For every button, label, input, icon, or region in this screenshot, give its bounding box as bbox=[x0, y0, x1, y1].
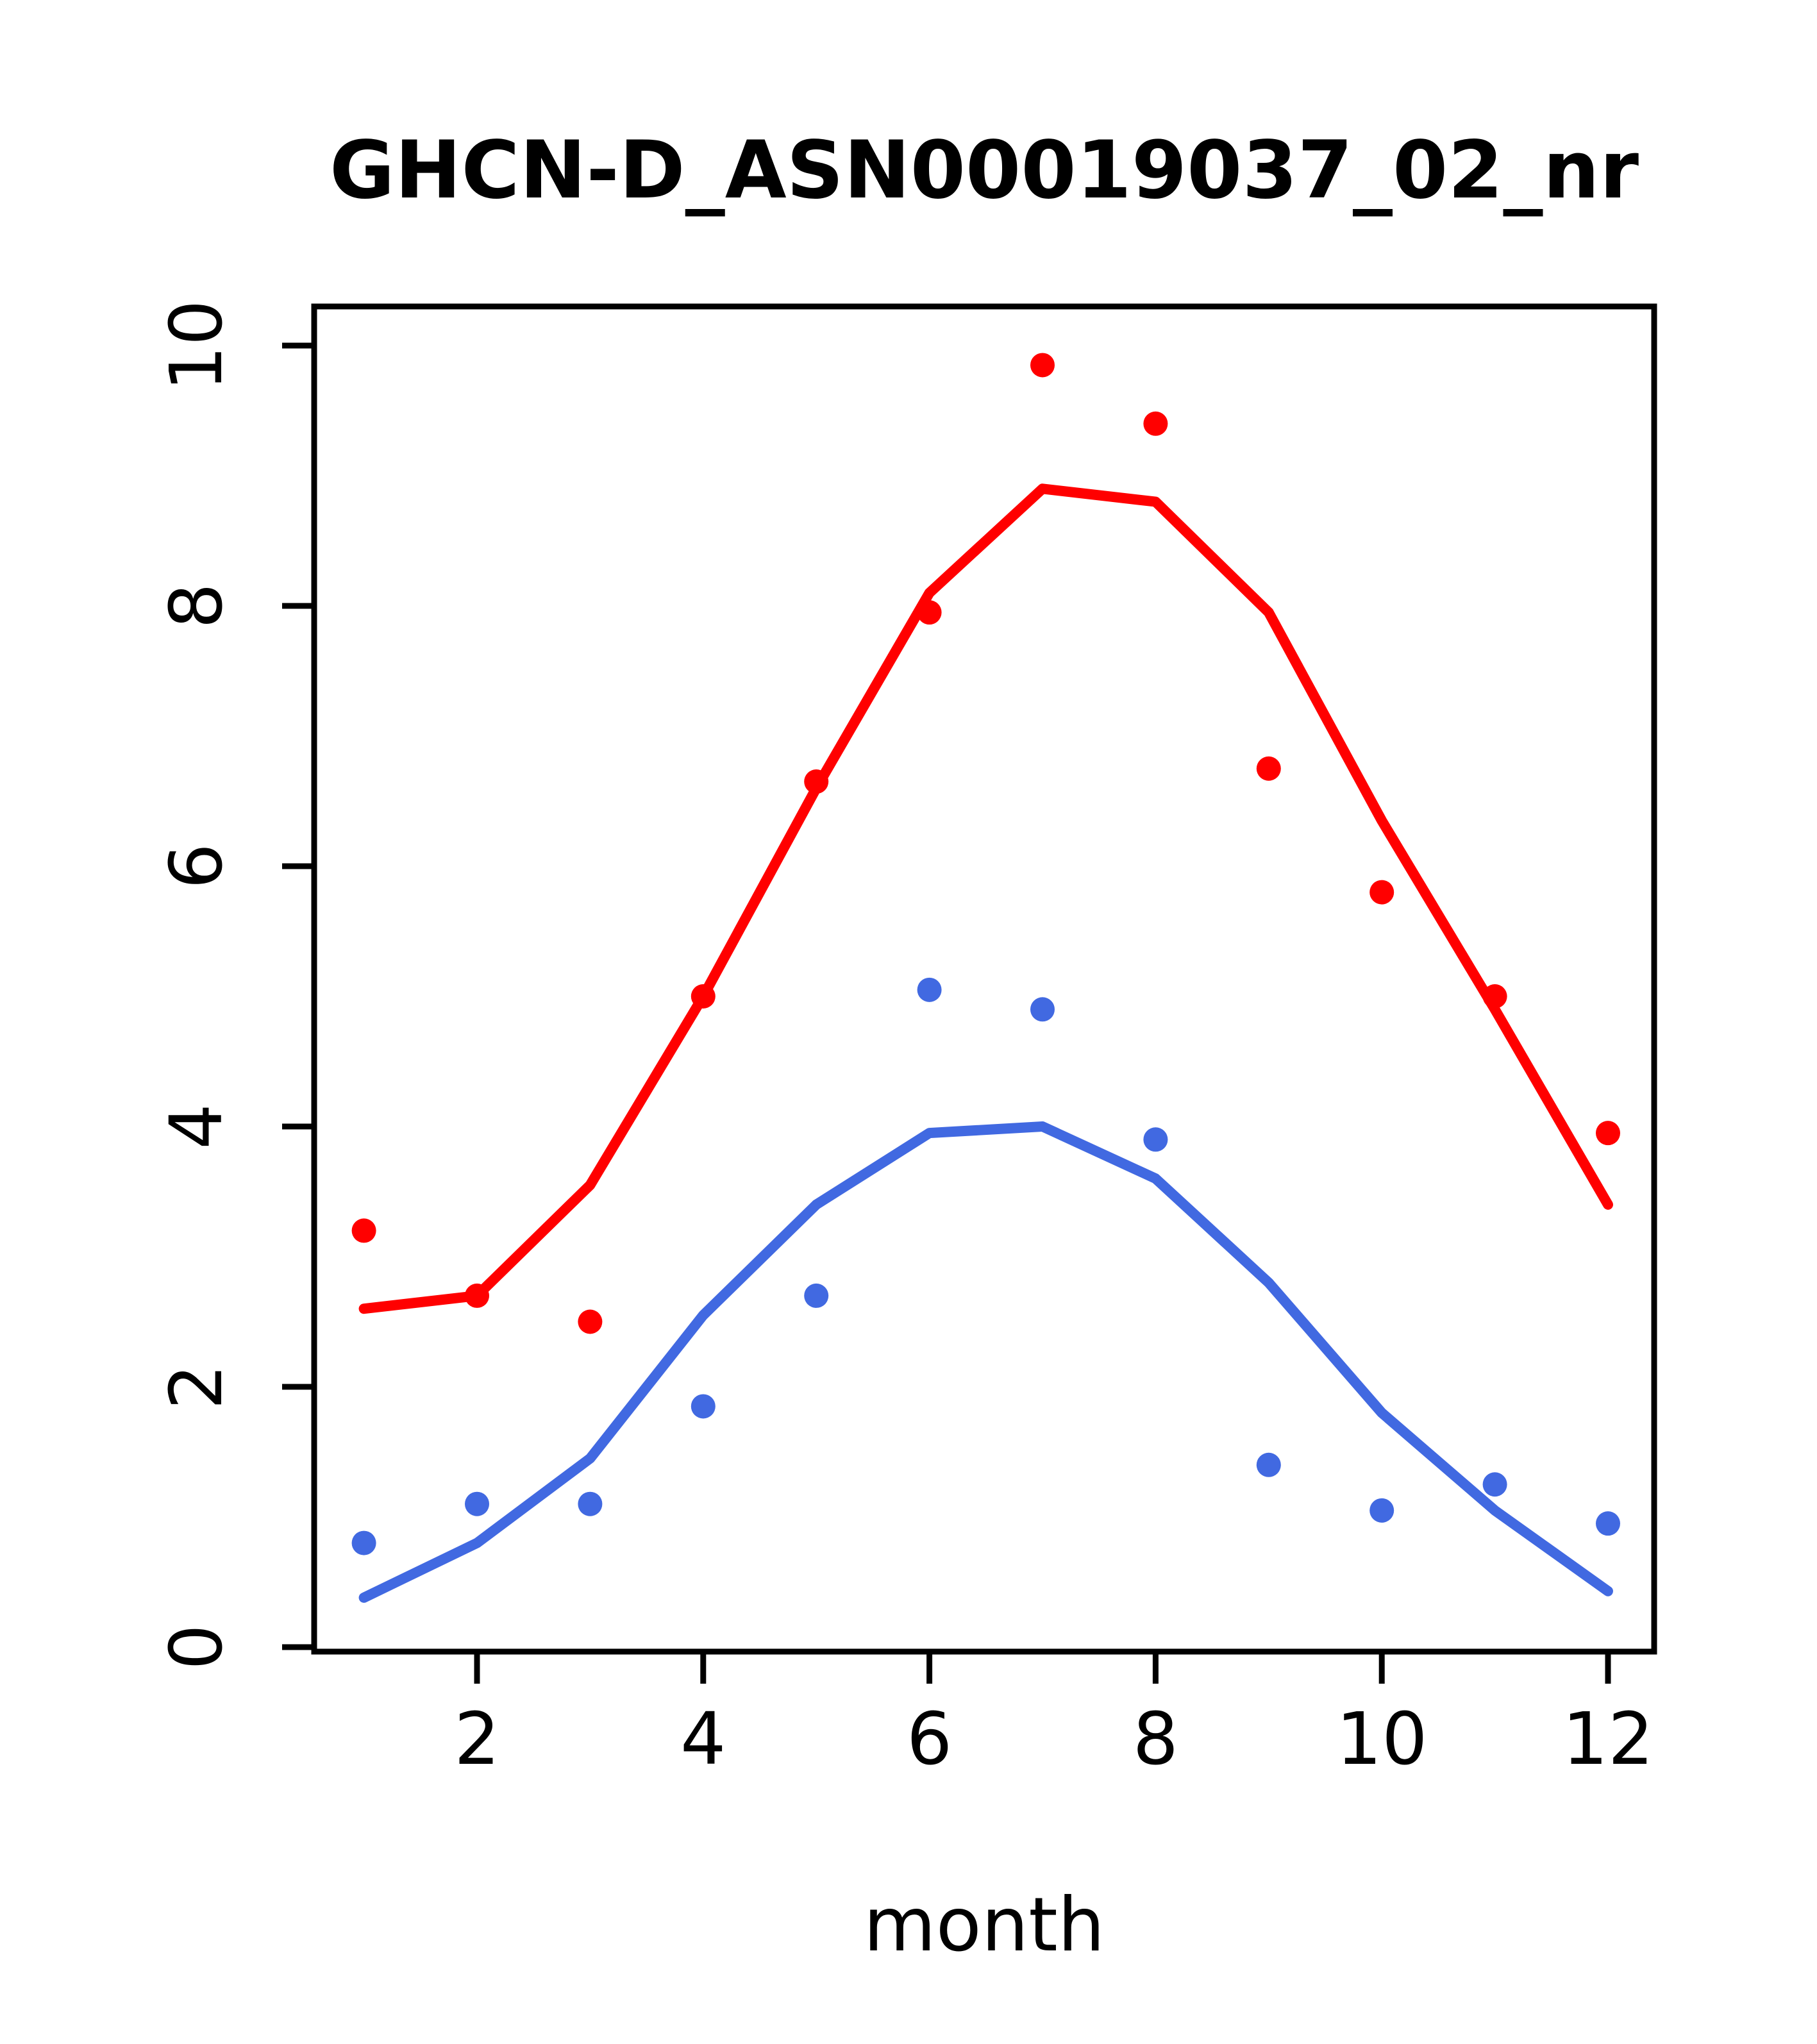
series-layer bbox=[351, 353, 1620, 1603]
red-observed-points-marker bbox=[1369, 880, 1394, 905]
blue-observed-points-marker bbox=[1030, 997, 1055, 1022]
y-tick-label: 8 bbox=[155, 583, 239, 628]
plot-box bbox=[311, 303, 1657, 1655]
y-tick-label: 10 bbox=[155, 300, 239, 392]
x-tick-label: 12 bbox=[1562, 1698, 1654, 1781]
x-tick-label: 4 bbox=[680, 1698, 726, 1781]
red-observed-points-marker bbox=[578, 1309, 603, 1334]
x-tick-label: 6 bbox=[907, 1698, 952, 1781]
red-fit-line bbox=[358, 483, 1613, 1314]
x-tick-label: 2 bbox=[454, 1698, 499, 1781]
blue-observed-points-marker bbox=[917, 977, 942, 1002]
red-observed-points-marker bbox=[351, 1218, 376, 1243]
y-axis-ticks: 0 2 4 6 8 10 bbox=[155, 300, 314, 1670]
y-tick-label: 4 bbox=[155, 1103, 239, 1149]
x-axis-label: month bbox=[864, 1882, 1105, 1968]
blue-observed-points-marker bbox=[351, 1530, 376, 1555]
plot-title: GHCN-D_ASN00019037_02_nr bbox=[330, 124, 1639, 217]
red-observed-points-marker bbox=[1030, 353, 1055, 378]
blue-observed-points-marker bbox=[1596, 1511, 1620, 1536]
blue-observed-points-marker bbox=[1256, 1452, 1281, 1477]
y-tick-label: 6 bbox=[155, 843, 239, 889]
y-tick-label: 2 bbox=[155, 1364, 239, 1409]
y-tick-label: 0 bbox=[155, 1624, 239, 1670]
x-tick-label: 8 bbox=[1133, 1698, 1178, 1781]
red-observed-points-marker bbox=[1596, 1121, 1620, 1146]
blue-observed-points-marker bbox=[578, 1491, 603, 1516]
blue-observed-points-marker bbox=[465, 1491, 489, 1516]
blue-fit-line bbox=[358, 1121, 1613, 1603]
blue-observed-points-marker bbox=[1369, 1498, 1394, 1523]
blue-observed-points-marker bbox=[691, 1394, 716, 1419]
blue-observed-points-marker bbox=[1143, 1127, 1168, 1152]
blue-observed-points-marker bbox=[804, 1283, 829, 1308]
red-observed-points-marker bbox=[1143, 411, 1168, 436]
x-axis-ticks: 2 4 6 8 10 12 bbox=[454, 1652, 1654, 1781]
x-tick-label: 10 bbox=[1336, 1698, 1428, 1781]
blue-observed-points-marker bbox=[1482, 1472, 1507, 1497]
red-observed-points-marker bbox=[1256, 756, 1281, 781]
